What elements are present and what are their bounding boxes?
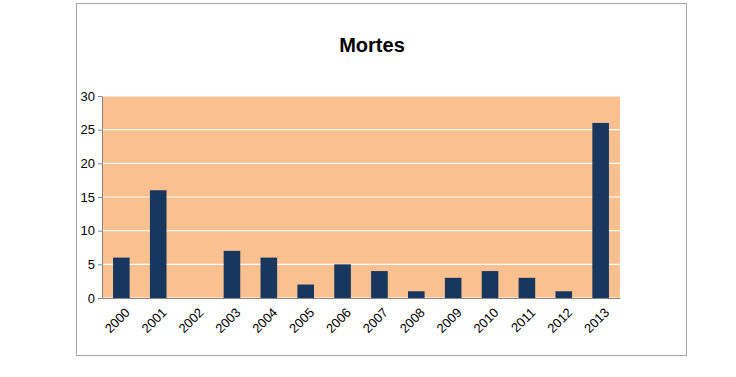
bar xyxy=(261,258,278,298)
x-tick: 2002 xyxy=(175,298,206,336)
x-tick: 2000 xyxy=(102,298,133,336)
y-tick: 30 xyxy=(81,89,102,104)
y-tick-label: 5 xyxy=(88,257,95,272)
x-tick-label: 2009 xyxy=(434,305,465,336)
x-tick: 2013 xyxy=(581,298,612,336)
x-tick-label: 2007 xyxy=(360,305,391,336)
grid-line xyxy=(102,297,620,298)
y-tick-mark xyxy=(98,96,102,97)
chart-frame xyxy=(77,4,687,356)
bar xyxy=(224,251,241,298)
title: Mortes xyxy=(339,34,405,56)
x-tick: 2008 xyxy=(397,298,428,336)
y-tick: 0 xyxy=(88,291,102,306)
y-tick-mark xyxy=(98,163,102,164)
bar xyxy=(113,258,130,298)
y-axis: 0 5 10 15 20 25 30 xyxy=(81,89,103,306)
bar xyxy=(371,271,388,298)
x-tick-label: 2005 xyxy=(286,305,317,336)
y-tick-label: 25 xyxy=(81,122,95,137)
x-tick-label: 2001 xyxy=(139,305,170,336)
y-tick-mark xyxy=(98,298,102,299)
bar xyxy=(555,291,572,298)
x-tick: 2004 xyxy=(249,298,280,336)
bar xyxy=(592,123,609,298)
bar xyxy=(445,278,462,298)
grid-line xyxy=(102,230,620,231)
bar xyxy=(519,278,536,298)
y-tick-mark xyxy=(98,130,102,131)
x-tick-label: 2013 xyxy=(581,305,612,336)
x-tick-label: 2003 xyxy=(212,305,243,336)
grid-line xyxy=(102,129,620,130)
x-tick: 2003 xyxy=(212,298,243,336)
bar xyxy=(150,190,167,298)
y-tick: 25 xyxy=(81,122,102,137)
y-tick: 15 xyxy=(81,190,102,205)
y-tick: 10 xyxy=(81,223,102,238)
y-tick-label: 20 xyxy=(81,156,95,171)
x-tick: 2005 xyxy=(286,298,317,336)
x-tick-label: 2006 xyxy=(323,305,354,336)
grid-line xyxy=(102,163,620,164)
x-tick: 2006 xyxy=(323,298,354,336)
grid xyxy=(102,96,620,298)
bar xyxy=(334,264,351,298)
x-tick: 2010 xyxy=(470,298,501,336)
x-tick: 2012 xyxy=(544,298,575,336)
x-axis: 2000200120022003200420052006200720082009… xyxy=(102,298,621,336)
x-axis-line xyxy=(103,298,621,299)
bar xyxy=(482,271,499,298)
grid-line xyxy=(102,264,620,265)
y-tick-mark xyxy=(98,197,102,198)
chart: Mortes0510152025302000200120022003200420… xyxy=(0,0,736,377)
plot-area xyxy=(102,96,620,298)
grid-line xyxy=(102,95,620,96)
bar xyxy=(408,291,425,298)
y-tick-label: 0 xyxy=(88,291,95,306)
y-axis-line xyxy=(102,97,103,299)
y-tick: 20 xyxy=(81,156,102,171)
x-tick: 2009 xyxy=(434,298,465,336)
x-tick-label: 2010 xyxy=(470,305,501,336)
x-tick: 2007 xyxy=(360,298,391,336)
y-tick-label: 15 xyxy=(81,190,95,205)
x-tick: 2001 xyxy=(139,298,170,336)
x-tick-label: 2008 xyxy=(397,305,428,336)
x-tick-label: 2002 xyxy=(175,305,206,336)
x-tick-label: 2000 xyxy=(102,305,133,336)
y-tick-mark xyxy=(98,264,102,265)
x-tick-label: 2012 xyxy=(544,305,575,336)
grid-line xyxy=(102,196,620,197)
bar xyxy=(297,285,314,298)
y-tick: 5 xyxy=(88,257,102,272)
bars xyxy=(113,123,609,298)
y-tick-label: 10 xyxy=(81,223,95,238)
x-tick-label: 2004 xyxy=(249,305,280,336)
x-tick-label: 2011 xyxy=(508,305,538,335)
y-tick-mark xyxy=(98,231,102,232)
x-tick: 2011 xyxy=(508,298,538,335)
y-tick-label: 30 xyxy=(81,89,95,104)
bar xyxy=(187,298,204,299)
